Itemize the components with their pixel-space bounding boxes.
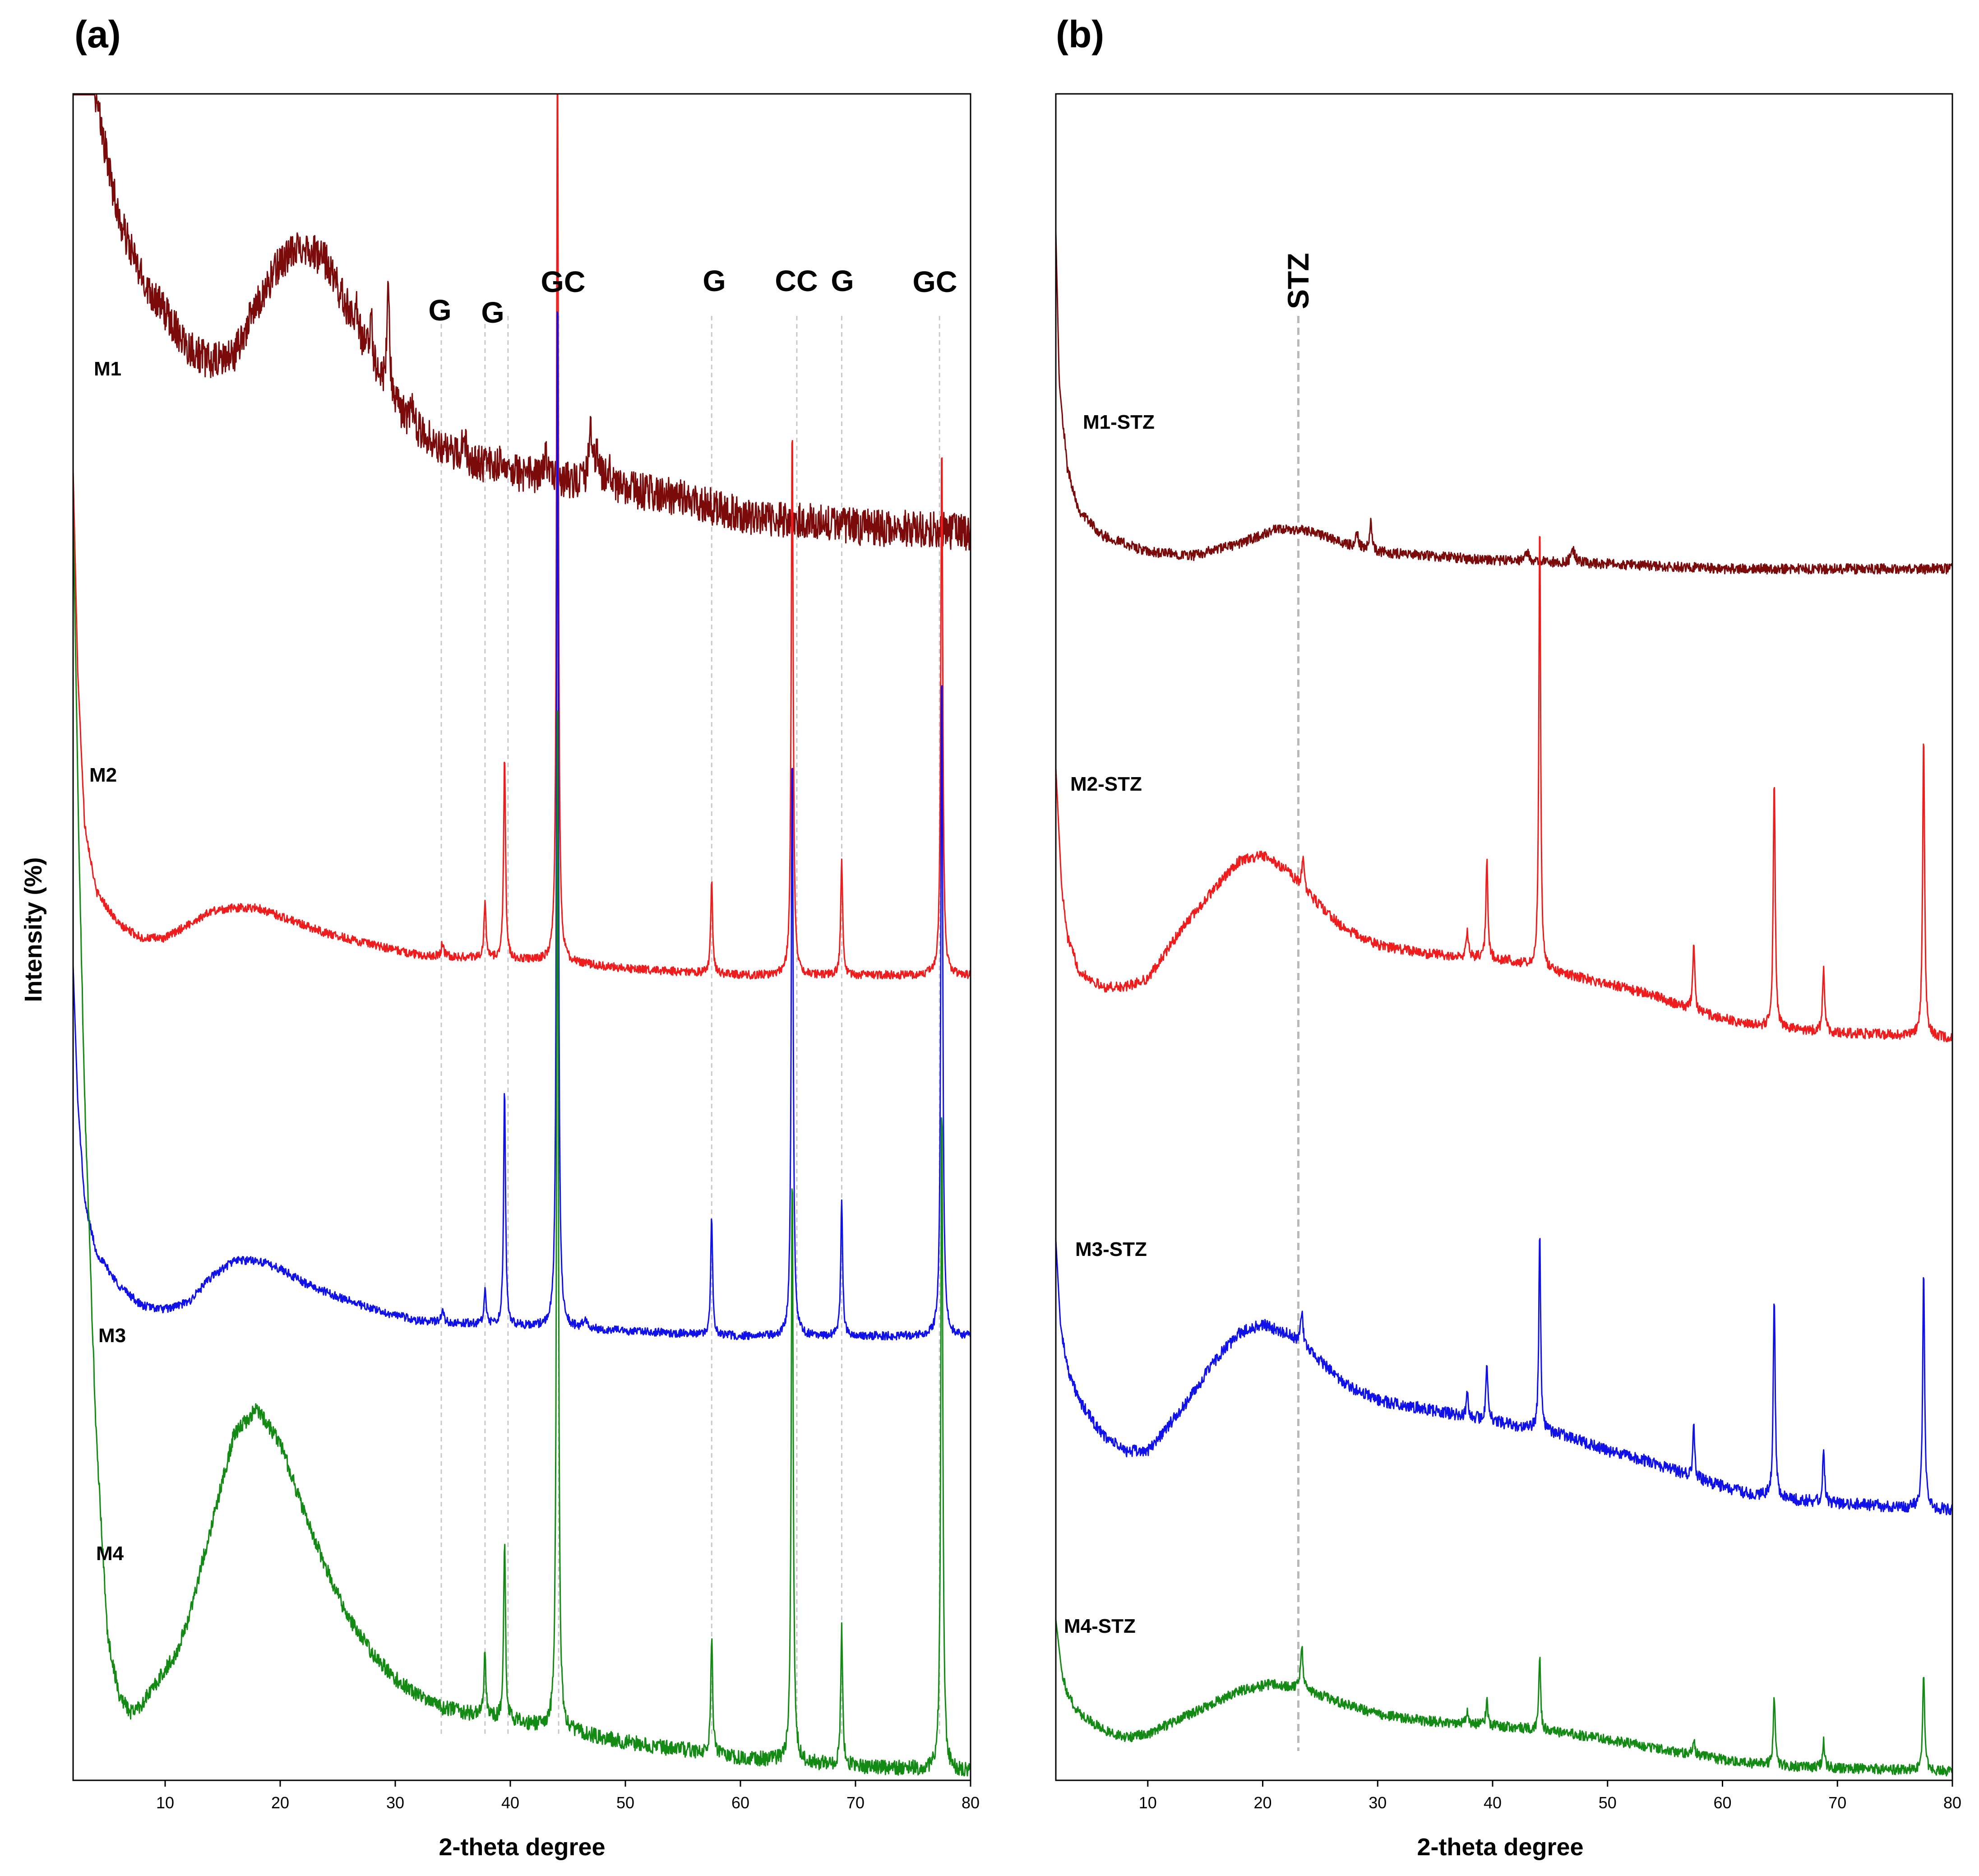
panel-a-x-ticks: 10 20 30 40 50 60 70 80 xyxy=(156,1780,980,1812)
panel-b-x-tick-label-30: 30 xyxy=(1369,1793,1387,1812)
series-label-m2: M2 xyxy=(89,764,117,786)
panel-a-x-tick-label-20: 20 xyxy=(271,1793,289,1812)
panel-a: 10 20 30 40 50 60 70 80 G G GC G CC G GC M1 M2 … xyxy=(72,93,980,1861)
panel-a-x-tick-label-60: 60 xyxy=(731,1793,749,1812)
series-label-m1-stz: M1-STZ xyxy=(1083,411,1155,433)
panel-b-traces xyxy=(1055,232,1953,1777)
trace-m1 xyxy=(73,94,971,551)
trace-m3-stz xyxy=(1055,1238,1953,1515)
panel-a-x-tick-label-30: 30 xyxy=(386,1793,404,1812)
panel-b-x-tick-label-10: 10 xyxy=(1139,1793,1157,1812)
panel-b-series-labels: M1-STZ M2-STZ M3-STZ M4-STZ xyxy=(1064,411,1155,1637)
panel-b-x-ticks: 10 20 30 40 50 60 70 80 xyxy=(1139,1780,1961,1812)
peak-label-stz: STZ xyxy=(1281,253,1315,309)
panel-b-x-tick-label-60: 60 xyxy=(1713,1793,1731,1812)
series-label-m1: M1 xyxy=(94,358,121,380)
panel-a-series-labels: M1 M2 M3 M4 xyxy=(89,358,126,1565)
peak-label-g-57: G xyxy=(703,264,726,297)
trace-m1-stz xyxy=(1055,232,1953,575)
panel-a-x-tick-label-10: 10 xyxy=(156,1793,174,1812)
series-label-m3: M3 xyxy=(98,1325,126,1347)
panel-a-x-tick-label-70: 70 xyxy=(846,1793,865,1812)
panel-b-x-tick-label-20: 20 xyxy=(1254,1793,1272,1812)
trace-m2 xyxy=(72,94,971,980)
series-label-m2-stz: M2-STZ xyxy=(1070,773,1142,795)
panel-b-x-tick-label-80: 80 xyxy=(1943,1793,1961,1812)
y-axis-title: Intensity (%) xyxy=(20,857,47,1002)
peak-label-gc-77: GC xyxy=(913,265,957,298)
panel-b-frame xyxy=(1055,93,1953,1781)
panel-a-peak-labels: G G GC G CC G GC xyxy=(428,264,957,329)
panel-b-x-tick-label-50: 50 xyxy=(1599,1793,1617,1812)
panel-a-x-axis-title: 2-theta degree xyxy=(439,1834,605,1861)
panel-b-x-axis-title: 2-theta degree xyxy=(1417,1834,1583,1861)
trace-m3 xyxy=(72,311,971,1341)
trace-m4-stz xyxy=(1055,1619,1953,1777)
panel-a-traces xyxy=(72,94,971,1777)
peak-label-g-38: G xyxy=(481,296,504,329)
panel-a-x-tick-label-80: 80 xyxy=(962,1793,980,1812)
peak-label-gc-44: GC xyxy=(541,265,586,298)
panel-a-x-tick-label-40: 40 xyxy=(501,1793,519,1812)
series-label-m4: M4 xyxy=(96,1542,124,1565)
panel-b-peak-labels: STZ xyxy=(1281,253,1315,309)
peak-label-g-69: G xyxy=(831,264,854,297)
panel-a-x-tick-label-50: 50 xyxy=(616,1793,634,1812)
panel-b-x-tick-label-40: 40 xyxy=(1484,1793,1502,1812)
panel-b-label: (b) xyxy=(1056,13,1104,56)
panel-b: 10 20 30 40 50 60 70 80 STZ M1-STZ M2-STZ M3-ST… xyxy=(1055,93,1961,1861)
panel-b-x-tick-label-70: 70 xyxy=(1828,1793,1846,1812)
panel-a-frame xyxy=(72,93,971,1781)
peak-label-cc-65: CC xyxy=(775,264,818,297)
trace-m4 xyxy=(72,506,971,1777)
trace-m2-stz xyxy=(1055,536,1953,1042)
panel-a-label: (a) xyxy=(74,13,121,56)
series-label-m3-stz: M3-STZ xyxy=(1075,1238,1147,1260)
series-label-m4-stz: M4-STZ xyxy=(1064,1615,1136,1637)
peak-label-g-34: G xyxy=(428,293,451,327)
